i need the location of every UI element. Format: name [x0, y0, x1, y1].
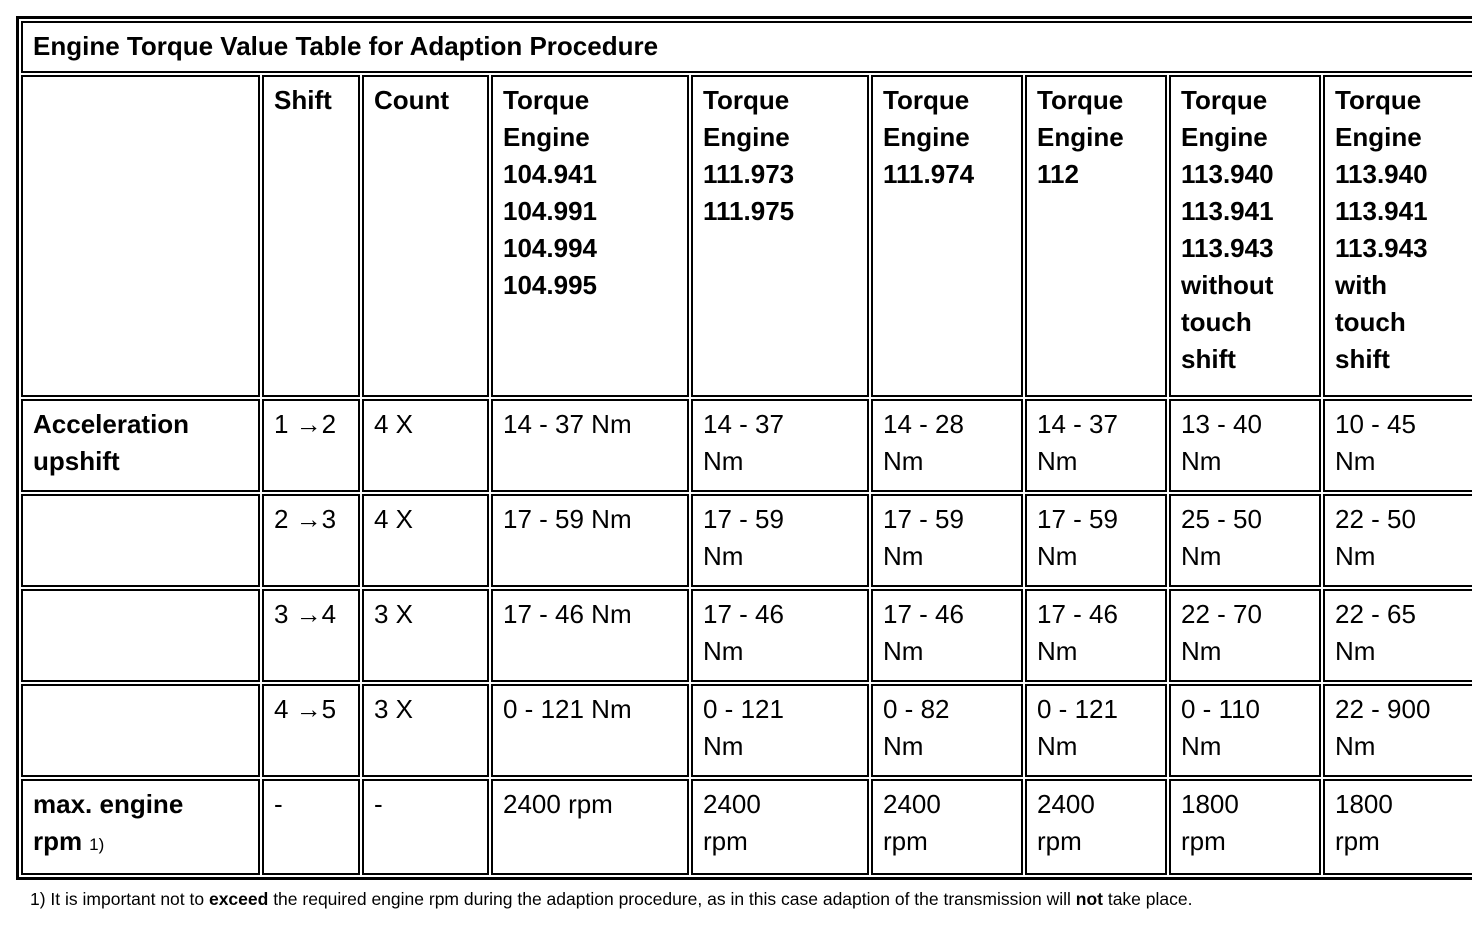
torque-cell-113-without: 1800 rpm — [1169, 779, 1321, 875]
footnote-plain-text: the required engine rpm during the adapt… — [268, 889, 1076, 909]
torque-cell-112: 14 - 37 Nm — [1025, 399, 1167, 492]
header-cell-4: Torque Engine 111.973 111.975 — [691, 75, 869, 397]
torque-cell-113-with: 10 - 45 Nm — [1323, 399, 1472, 492]
header-cell-8: Torque Engine 113.940 113.941 113.943 wi… — [1323, 75, 1472, 397]
shift-cell: 1 →2 — [262, 399, 360, 492]
torque-cell-111-974: 0 - 82 Nm — [871, 684, 1023, 777]
row-label-cell: Acceleration upshift — [21, 399, 260, 492]
torque-cell-113-with: 22 - 65 Nm — [1323, 589, 1472, 682]
torque-cell-112: 2400 rpm — [1025, 779, 1167, 875]
table-row-0: Acceleration upshift 1 →2 4 X 14 - 37 Nm 14 … — [21, 399, 1472, 492]
row-label-cell — [21, 494, 260, 587]
torque-cell-104: 14 - 37 Nm — [491, 399, 689, 492]
count-cell: 4 X — [362, 399, 489, 492]
torque-cell-113-with: 1800 rpm — [1323, 779, 1472, 875]
torque-cell-111-973: 14 - 37 Nm — [691, 399, 869, 492]
header-cell-1: Shift — [262, 75, 360, 397]
shift-cell: - — [262, 779, 360, 875]
torque-cell-104: 17 - 59 Nm — [491, 494, 689, 587]
torque-cell-111-973: 2400 rpm — [691, 779, 869, 875]
torque-cell-104: 0 - 121 Nm — [491, 684, 689, 777]
torque-cell-111-974: 17 - 59 Nm — [871, 494, 1023, 587]
row-label-cell — [21, 589, 260, 682]
torque-cell-113-without: 13 - 40 Nm — [1169, 399, 1321, 492]
header-cell-2: Count — [362, 75, 489, 397]
torque-cell-111-973: 0 - 121 Nm — [691, 684, 869, 777]
torque-cell-113-without: 25 - 50 Nm — [1169, 494, 1321, 587]
torque-cell-111-973: 17 - 46 Nm — [691, 589, 869, 682]
count-cell: 3 X — [362, 589, 489, 682]
footnote-ref: 1) — [89, 835, 105, 854]
footnote-bold-text: not — [1075, 889, 1103, 909]
table-row-1: 2 →3 4 X 17 - 59 Nm 17 - 59 Nm 17 - 59 Nm 17 … — [21, 494, 1472, 587]
header-cell-7: Torque Engine 113.940 113.941 113.943 wi… — [1169, 75, 1321, 397]
torque-cell-113-with: 22 - 50 Nm — [1323, 494, 1472, 587]
torque-cell-112: 17 - 46 Nm — [1025, 589, 1167, 682]
table-row-4: max. engine rpm 1) - -2400 rpm 2400 rpm 2400 … — [21, 779, 1472, 875]
count-cell: 4 X — [362, 494, 489, 587]
torque-cell-104: 2400 rpm — [491, 779, 689, 875]
row-label-cell: max. engine rpm 1) — [21, 779, 260, 875]
torque-cell-111-974: 17 - 46 Nm — [871, 589, 1023, 682]
torque-cell-113-with: 22 - 900 Nm — [1323, 684, 1472, 777]
header-cell-0 — [21, 75, 260, 397]
torque-cell-111-974: 14 - 28 Nm — [871, 399, 1023, 492]
count-cell: 3 X — [362, 684, 489, 777]
header-cell-5: Torque Engine 111.974 — [871, 75, 1023, 397]
header-cell-6: Torque Engine 112 — [1025, 75, 1167, 397]
footnote-plain-text: 1) It is important not to — [30, 889, 209, 909]
torque-cell-113-without: 0 - 110 Nm — [1169, 684, 1321, 777]
torque-cell-111-973: 17 - 59 Nm — [691, 494, 869, 587]
table-row-2: 3 →4 3 X 17 - 46 Nm 17 - 46 Nm 17 - 46 Nm 17 … — [21, 589, 1472, 682]
count-cell: - — [362, 779, 489, 875]
row-label-cell — [21, 684, 260, 777]
shift-cell: 2 →3 — [262, 494, 360, 587]
torque-cell-112: 0 - 121 Nm — [1025, 684, 1167, 777]
torque-cell-111-974: 2400 rpm — [871, 779, 1023, 875]
title-row: Engine Torque Value Table for Adaption P… — [21, 21, 1472, 73]
torque-cell-113-without: 22 - 70 Nm — [1169, 589, 1321, 682]
table-title: Engine Torque Value Table for Adaption P… — [21, 21, 1472, 73]
header-cell-3: Torque Engine 104.941 104.991 104.994 10… — [491, 75, 689, 397]
footnote-text: 1) It is important not to exceed the req… — [30, 888, 1450, 910]
footnote-plain-text: take place. — [1102, 889, 1193, 909]
shift-cell: 4 →5 — [262, 684, 360, 777]
header-row: Shift Count Torque Engine 104.941 104.991 … — [21, 75, 1472, 397]
torque-cell-104: 17 - 46 Nm — [491, 589, 689, 682]
shift-cell: 3 →4 — [262, 589, 360, 682]
engine-torque-table: Engine Torque Value Table for Adaption P… — [16, 16, 1472, 880]
torque-cell-112: 17 - 59 Nm — [1025, 494, 1167, 587]
footnote-bold-text: exceed — [208, 889, 269, 909]
